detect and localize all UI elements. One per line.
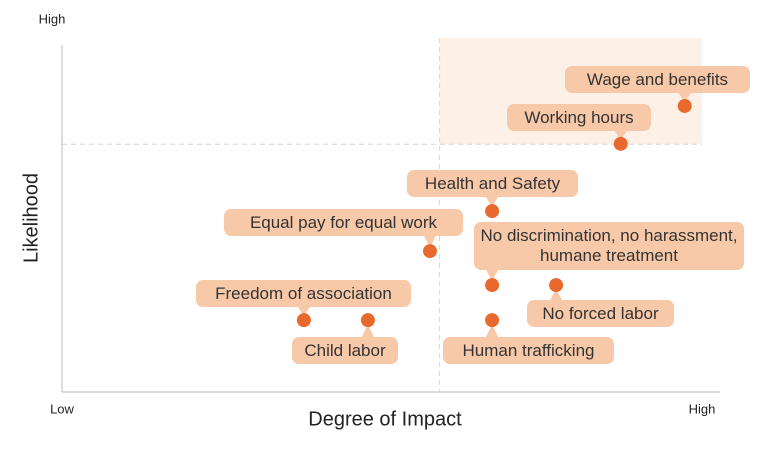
- point-label: Health and Safety: [407, 170, 578, 197]
- y-tick-label: High: [39, 11, 66, 26]
- label-pointer: [486, 270, 499, 282]
- label-pointer: [297, 307, 310, 317]
- point: [360, 313, 375, 328]
- point: [677, 98, 692, 113]
- point: [485, 204, 500, 219]
- label-pointer: [486, 324, 499, 337]
- label-pointer: [614, 131, 627, 140]
- label-pointer: [361, 324, 374, 337]
- point: [485, 313, 500, 328]
- label-pointer: [486, 197, 499, 208]
- label-pointer: [424, 236, 436, 248]
- y-axis-title: Likelihood: [20, 173, 42, 263]
- point: [423, 244, 437, 259]
- x-axis-title: Degree of Impact: [308, 408, 462, 430]
- point-label: No discrimination, no harassment, humane…: [474, 222, 744, 270]
- point-label: No forced labor: [527, 300, 674, 327]
- point: [296, 313, 311, 328]
- x-tick-label: High: [689, 401, 716, 416]
- point: [549, 278, 564, 293]
- point-label: Wage and benefits: [565, 66, 750, 93]
- point-label: Freedom of association: [196, 280, 411, 307]
- label-pointer: [678, 93, 691, 102]
- point-label: Child labor: [292, 337, 398, 364]
- x-tick-label: Low: [50, 401, 74, 416]
- point: [485, 278, 500, 293]
- point-label: Working hours: [507, 104, 651, 131]
- point-label: Human trafficking: [443, 337, 614, 364]
- point: [613, 136, 628, 151]
- label-pointer: [550, 289, 563, 300]
- point-label: Equal pay for equal work: [224, 209, 463, 236]
